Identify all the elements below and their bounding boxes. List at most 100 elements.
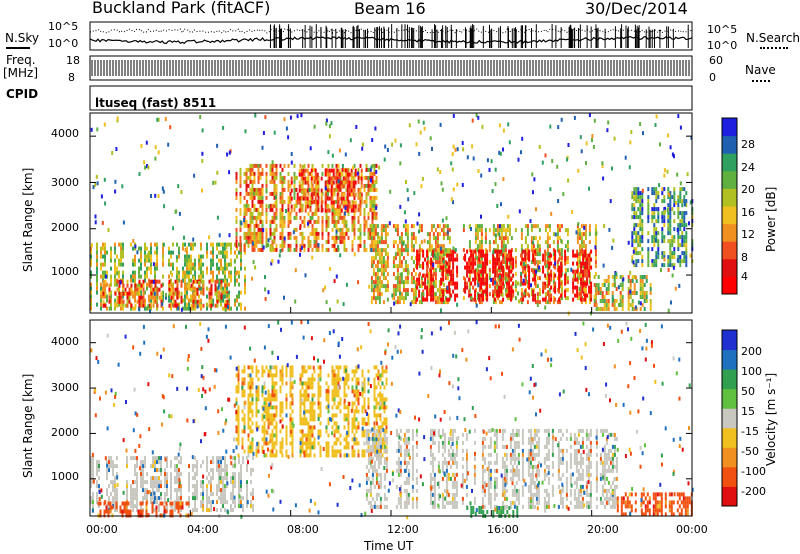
heatmap-cell	[136, 250, 139, 255]
heatmap-cell	[200, 504, 202, 509]
heatmap-cell	[92, 456, 94, 461]
heatmap-cell	[184, 298, 186, 303]
heatmap-cell	[344, 180, 347, 185]
heatmap-cell	[166, 476, 168, 481]
heatmap-cell	[580, 297, 583, 302]
heatmap-cell	[194, 242, 196, 247]
heatmap-cell	[671, 263, 674, 268]
heatmap-cell	[315, 243, 318, 248]
heatmap-cell	[430, 257, 433, 262]
heatmap-cell	[281, 187, 284, 192]
heatmap-cell	[378, 280, 381, 285]
heatmap-cell	[287, 235, 290, 240]
heatmap-cell	[402, 224, 405, 229]
heatmap-cell	[114, 484, 116, 489]
heatmap-cell	[326, 168, 329, 173]
heatmap-cell	[480, 293, 483, 298]
heatmap-cell	[526, 300, 529, 305]
heatmap-cell	[507, 122, 510, 127]
power-cbar-tick-1: 24	[741, 161, 755, 174]
heatmap-cell	[146, 472, 148, 477]
velocity-cbar-tick-1: 100	[741, 365, 762, 378]
heatmap-cell	[307, 239, 310, 244]
heatmap-cell	[304, 180, 307, 185]
heatmap-cell	[549, 124, 552, 129]
heatmap-cell	[566, 268, 569, 273]
heatmap-cell	[160, 464, 162, 469]
heatmap-cell	[452, 289, 455, 294]
heatmap-cell	[438, 232, 441, 237]
heatmap-cell	[340, 172, 343, 177]
heatmap-cell	[522, 265, 525, 270]
heatmap-cell	[168, 246, 170, 251]
heatmap-cell	[376, 292, 379, 297]
heatmap-cell	[303, 235, 306, 240]
heatmap-cell	[186, 286, 188, 291]
xtick-1: 04:00	[187, 523, 219, 536]
heatmap-cell	[534, 281, 537, 286]
heatmap-cell	[428, 240, 431, 245]
heatmap-cell	[186, 295, 189, 300]
heatmap-cell	[639, 203, 642, 208]
heatmap-cell	[90, 127, 93, 132]
heatmap-cell	[588, 240, 591, 245]
heatmap-cell	[434, 296, 437, 301]
heatmap-cell	[576, 232, 579, 237]
heatmap-cell	[196, 488, 198, 493]
heatmap-cell	[235, 179, 238, 184]
heatmap-cell	[176, 291, 179, 296]
heatmap-cell	[404, 248, 407, 253]
heatmap-cell	[582, 273, 585, 278]
heatmap-cell	[314, 192, 317, 197]
heatmap-cell	[235, 271, 238, 276]
heatmap-cell	[230, 262, 232, 267]
heatmap-cell	[508, 228, 511, 233]
heatmap-cell	[217, 285, 220, 290]
freq-series	[91, 60, 690, 76]
heatmap-cell	[609, 199, 612, 204]
heatmap-cell	[321, 219, 324, 224]
heatmap-cell	[289, 115, 292, 120]
heatmap-cell	[597, 287, 600, 291]
heatmap-cell	[500, 232, 503, 237]
heatmap-cell	[265, 243, 268, 248]
heatmap-cell	[406, 276, 409, 281]
heatmap-cell	[376, 296, 379, 301]
heatmap-cell	[526, 264, 529, 269]
heatmap-cell	[313, 124, 316, 129]
heatmap-cell	[504, 236, 507, 241]
heatmap-cell	[347, 227, 350, 232]
heatmap-cell	[281, 199, 284, 204]
heatmap-cell	[292, 230, 295, 235]
heatmap-cell	[196, 287, 199, 292]
heatmap-cell	[178, 254, 180, 259]
heatmap-cell	[180, 472, 182, 477]
heatmap-cell	[631, 291, 634, 295]
heatmap-cell	[309, 199, 312, 204]
heatmap-cell	[257, 231, 260, 236]
heatmap-cell	[522, 293, 525, 298]
heatmap-cell	[442, 300, 445, 305]
heatmap-cell	[627, 240, 630, 245]
heatmap-cell	[637, 300, 640, 305]
heatmap-cell	[580, 249, 583, 254]
heatmap-cell	[681, 203, 684, 208]
heatmap-cell	[564, 253, 567, 258]
heatmap-cell	[176, 258, 178, 263]
heatmap-cell	[194, 472, 196, 477]
heatmap-cell	[333, 239, 336, 244]
heatmap-cell	[685, 255, 688, 260]
heatmap-cell	[106, 488, 108, 493]
heatmap-cell	[281, 195, 284, 200]
heatmap-cell	[669, 145, 672, 150]
heatmap-cell	[150, 291, 153, 296]
heatmap-cell	[560, 252, 563, 257]
heatmap-cell	[647, 195, 650, 200]
heatmap-cell	[144, 258, 146, 263]
heatmap-cell	[325, 227, 328, 232]
heatmap-cell	[114, 464, 116, 469]
heatmap-cell	[498, 249, 501, 254]
heatmap-cell	[398, 248, 401, 253]
heatmap-cell	[434, 252, 437, 257]
heatmap-cell	[378, 240, 381, 245]
